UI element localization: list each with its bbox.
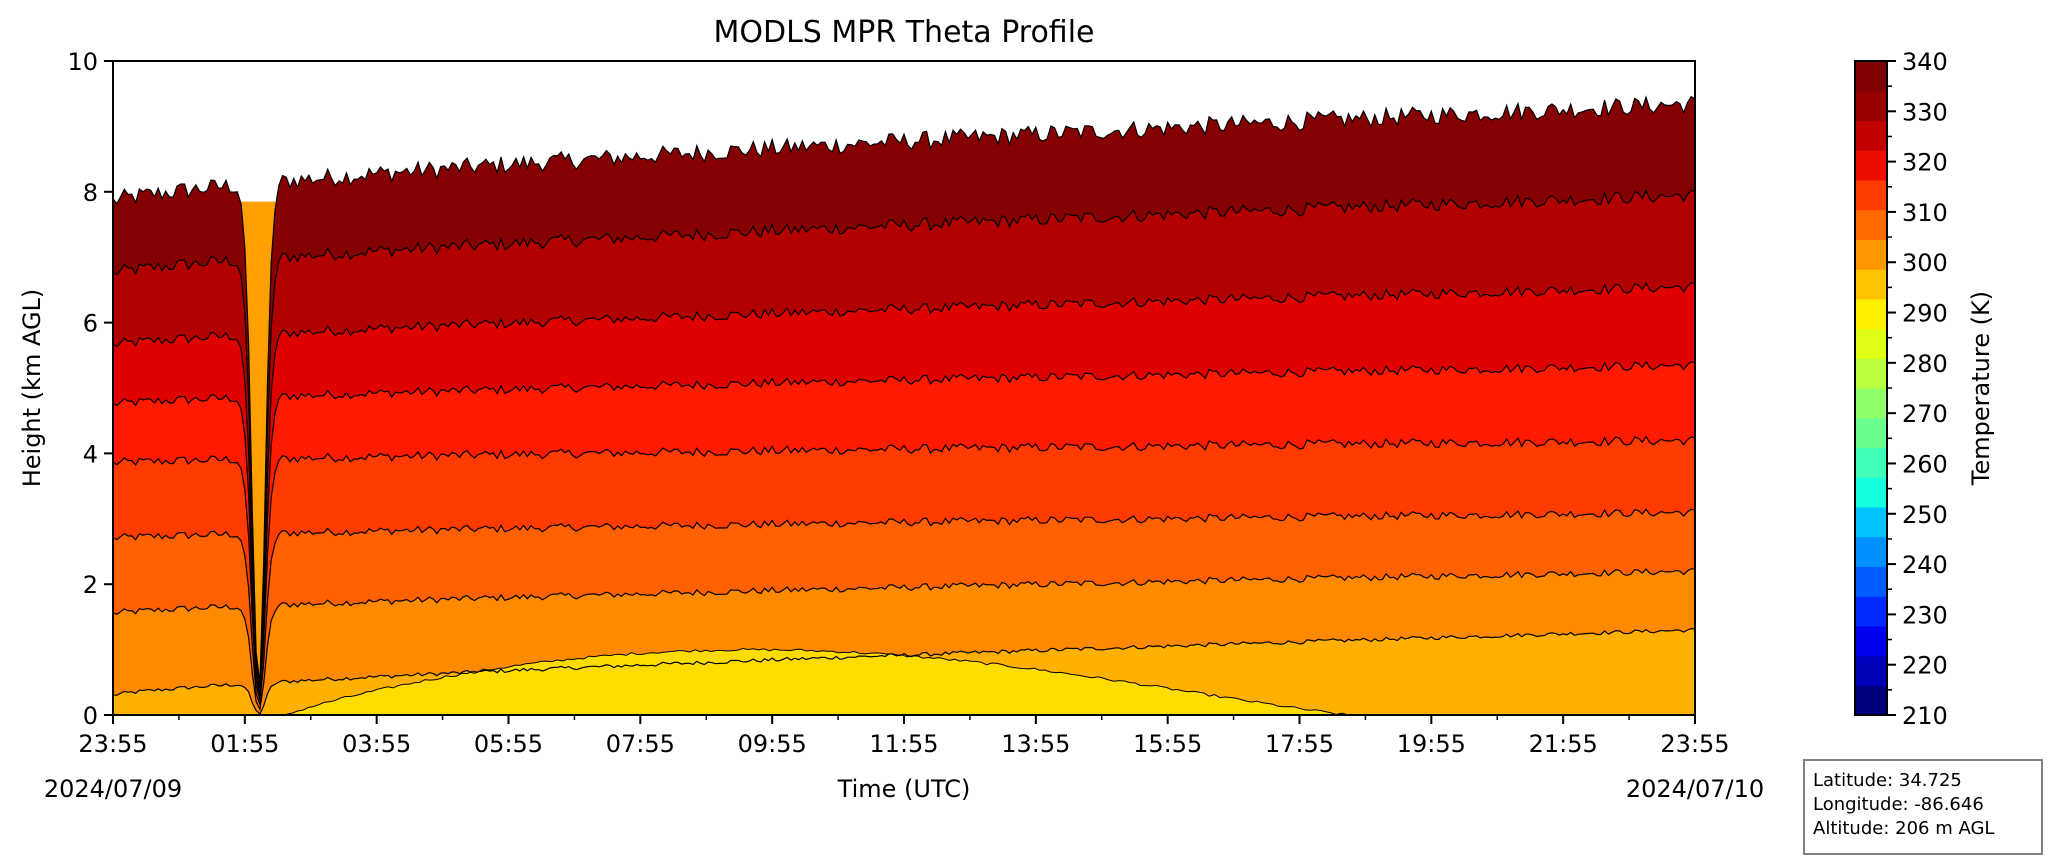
x-tick-label: 01:55: [210, 730, 279, 758]
colorbar-segment: [1855, 417, 1887, 449]
x-tick-label: 05:55: [474, 730, 543, 758]
colorbar: 210 220 230 240 250 260 270 280 290 300 310 320 330 3…: [1854, 48, 1948, 730]
colorbar-segment: [1855, 447, 1887, 478]
axes: 23:55 01:55 03:55 05:55 07:55 09:55 11:55 13:55…: [67, 48, 1729, 758]
colorbar-tick-label: 210: [1902, 702, 1948, 730]
colorbar-segment: [1855, 596, 1887, 627]
colorbar-segment: [1855, 120, 1887, 151]
colorbar-segment: [1855, 506, 1887, 538]
colorbar-segment: [1855, 388, 1887, 419]
x-tick-label: 15:55: [1133, 730, 1202, 758]
colorbar-tick-label: 300: [1902, 249, 1948, 277]
contour-line-300: [113, 627, 1695, 715]
y-tick-label: 0: [83, 702, 98, 730]
warm-pool-fill: [286, 647, 1348, 715]
contour-line-330: [113, 189, 1695, 688]
x-tick-label: 23:55: [1660, 730, 1729, 758]
contour-line-335: [113, 95, 1695, 684]
colorbar-tick-label: 260: [1902, 450, 1948, 478]
x-tick-label: 19:55: [1397, 730, 1466, 758]
colorbar-segment: [1855, 358, 1887, 389]
colorbar-segment: [1855, 90, 1887, 122]
x-tick-label: 23:55: [78, 730, 147, 758]
y-tick-label: 4: [83, 440, 98, 468]
y-tick-label: 6: [83, 310, 98, 338]
colorbar-segment: [1855, 536, 1887, 567]
contour-fills: [113, 61, 1695, 715]
x-tick-label: 03:55: [342, 730, 411, 758]
location-info-box: Latitude: 34.725 Longitude: -86.646 Alti…: [1803, 759, 2043, 855]
x-axis-label: Time (UTC): [837, 775, 971, 803]
colorbar-label: Temperature (K): [1967, 291, 1995, 486]
colorbar-tick-label: 220: [1902, 652, 1948, 680]
chart-title: MODLS MPR Theta Profile: [713, 15, 1094, 50]
colorbar-segment: [1855, 655, 1887, 686]
y-axis-label: Height (km AGL): [18, 289, 46, 488]
colorbar-segment: [1855, 685, 1887, 716]
colorbar-segment: [1855, 566, 1887, 597]
colorbar-tick-label: 230: [1902, 601, 1948, 629]
colorbar-tick-label: 330: [1902, 98, 1948, 126]
plot-area: [113, 61, 1695, 715]
contour-line-310: [113, 508, 1695, 705]
contour-line-315: [113, 435, 1695, 700]
colorbar-segment: [1855, 179, 1887, 211]
colorbar-tick-label: 290: [1902, 300, 1948, 328]
colorbar-segment: [1855, 269, 1887, 300]
colorbar-tick-label: 340: [1902, 48, 1948, 76]
colorbar-segment: [1855, 625, 1887, 657]
colorbar-segment: [1855, 477, 1887, 508]
colorbar-segment: [1855, 150, 1887, 181]
colorbar-tick-label: 320: [1902, 149, 1948, 177]
x-tick-label: 13:55: [1001, 730, 1070, 758]
longitude-text: Longitude: -86.646: [1813, 794, 1984, 815]
contour-line-305: [113, 568, 1695, 712]
colorbar-tick-label: 280: [1902, 350, 1948, 378]
colorbar-segment: [1855, 61, 1887, 92]
colorbar-tick-label: 250: [1902, 501, 1948, 529]
contour-line-320: [113, 360, 1695, 696]
contour-line-325: [113, 281, 1695, 692]
altitude-text: Altitude: 206 m AGL: [1813, 818, 1995, 839]
x-tick-label: 09:55: [738, 730, 807, 758]
colorbar-segment: [1855, 239, 1887, 270]
colorbar-segment: [1855, 209, 1887, 240]
colorbar-tick-label: 270: [1902, 400, 1948, 428]
y-tick-label: 8: [83, 179, 98, 207]
colorbar-segment: [1855, 328, 1887, 359]
y-tick-label: 10: [67, 48, 98, 76]
x-tick-label: 11:55: [869, 730, 938, 758]
x-tick-label: 07:55: [606, 730, 675, 758]
date-end-label: 2024/07/10: [1626, 775, 1764, 803]
colorbar-tick-label: 310: [1902, 199, 1948, 227]
latitude-text: Latitude: 34.725: [1813, 770, 1962, 791]
colorbar-segment: [1855, 298, 1887, 330]
x-tick-label: 17:55: [1265, 730, 1334, 758]
colorbar-tick-label: 240: [1902, 551, 1948, 579]
date-start-label: 2024/07/09: [44, 775, 182, 803]
y-tick-label: 2: [83, 571, 98, 599]
x-tick-label: 21:55: [1529, 730, 1598, 758]
